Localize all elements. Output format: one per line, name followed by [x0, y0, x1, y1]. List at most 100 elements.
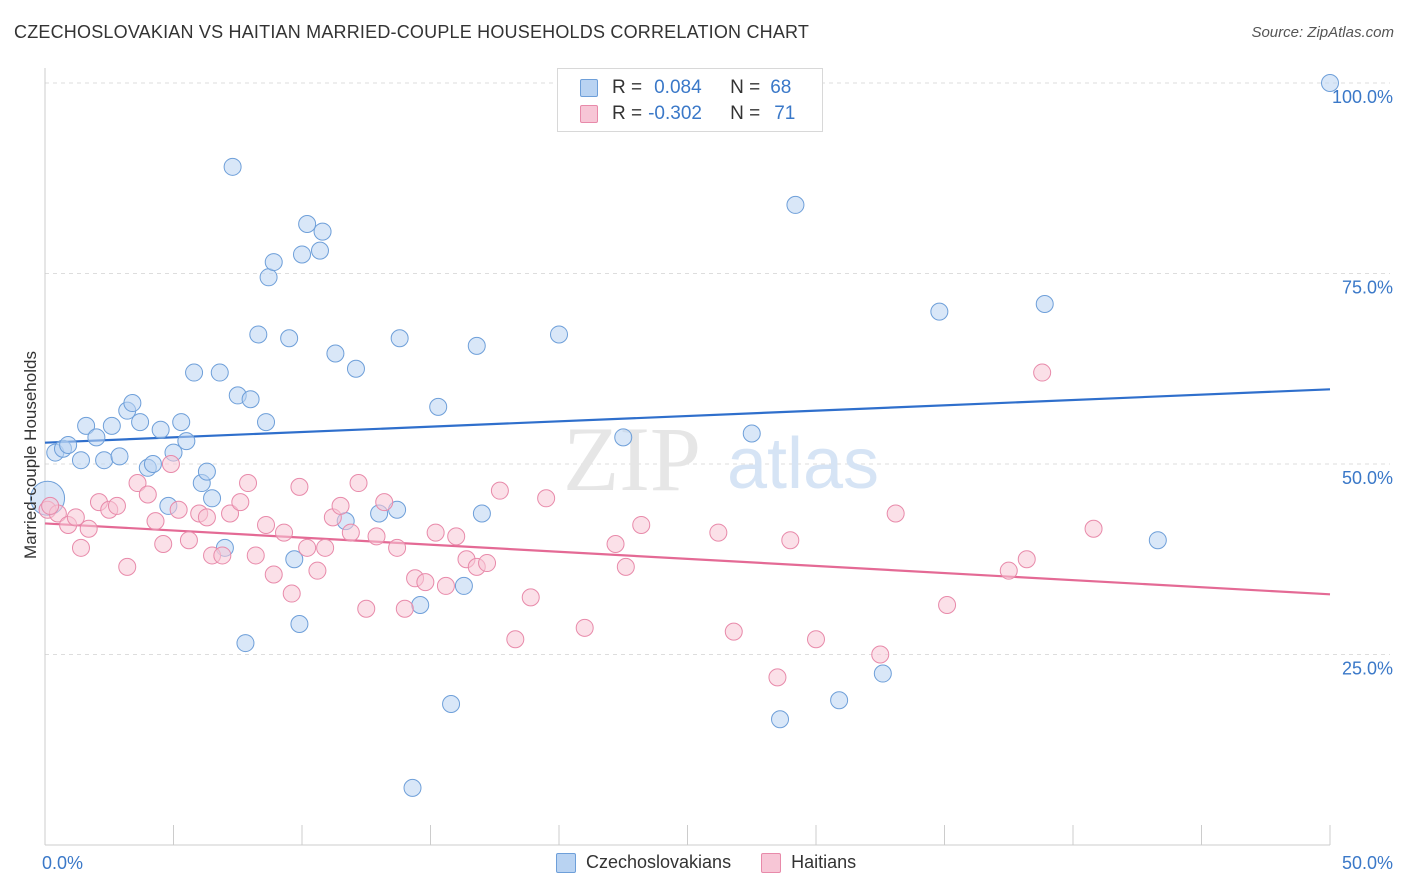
- czechoslovakian-point: [786, 195, 805, 214]
- legend-n-value-1: 68: [770, 77, 792, 98]
- haitian-point: [886, 504, 905, 523]
- watermark-zip: ZIP: [563, 408, 701, 510]
- czechoslovakian-point: [259, 268, 278, 287]
- czechoslovakian-point: [429, 397, 448, 416]
- bottom-legend: Czechoslovakians Haitians: [556, 852, 886, 873]
- haitian-point: [231, 493, 250, 512]
- haitian-point: [375, 493, 394, 512]
- haitian-point: [161, 455, 180, 473]
- czechoslovakian-point: [197, 462, 216, 481]
- haitian-point: [490, 481, 509, 500]
- czechoslovakian-point: [403, 778, 422, 797]
- legend-n-label: N =: [730, 77, 761, 98]
- czechoslovakian-point: [1321, 74, 1339, 92]
- czechoslovakian-point: [472, 504, 491, 523]
- haitian-point: [999, 561, 1018, 580]
- legend-r-label: R =: [612, 103, 643, 124]
- legend-row-haitians: R = -0.302 N = 71: [580, 102, 795, 126]
- haitian-point: [388, 538, 407, 557]
- haitian-point: [616, 557, 635, 576]
- czechoslovakian-trend-line: [44, 388, 1331, 444]
- haitian-point: [521, 588, 540, 607]
- legend-r-value-1: 0.084: [654, 77, 702, 98]
- haitian-point: [367, 527, 386, 546]
- legend-row-czechoslovakians: R = 0.084 N = 68: [580, 76, 791, 100]
- haitian-point: [246, 546, 265, 565]
- haitian-point: [179, 531, 198, 550]
- czechoslovakian-point: [241, 390, 260, 409]
- haitian-trend-line: [44, 522, 1331, 596]
- haitian-point: [447, 527, 466, 546]
- czechoslovakian-point: [1035, 294, 1054, 313]
- legend-r-value-2: -0.302: [648, 103, 702, 124]
- legend-swatch-blue: [580, 79, 598, 97]
- y-tick-label: 25.0%: [1342, 659, 1393, 679]
- haitian-point: [331, 496, 350, 515]
- watermark: ZIP atlas: [563, 408, 879, 510]
- haitian-point: [575, 618, 594, 637]
- czechoslovakian-point: [467, 336, 486, 355]
- grid-layer: [45, 82, 1390, 655]
- x-tick-label: 50.0%: [1342, 853, 1393, 873]
- czechoslovakian-point: [411, 595, 430, 614]
- czechoslovakian-point: [172, 413, 191, 432]
- czechoslovakian-point: [71, 451, 90, 470]
- czechoslovakian-point: [143, 455, 162, 473]
- haitian-point: [709, 523, 728, 542]
- czechoslovakian-point: [930, 302, 949, 321]
- czechoslovakian-point: [454, 576, 473, 595]
- haitian-point: [221, 504, 240, 523]
- czechoslovakian-point: [257, 413, 276, 432]
- haitian-point: [41, 496, 60, 515]
- y-tick-label: 50.0%: [1342, 468, 1393, 488]
- czechoslovakian-point: [771, 710, 790, 729]
- haitian-point: [781, 531, 800, 550]
- haitian-point: [871, 645, 890, 664]
- haitian-point: [197, 508, 216, 527]
- legend-item-haitians: Haitians: [761, 852, 856, 873]
- haitian-point: [395, 599, 414, 618]
- haitian-point: [724, 622, 743, 641]
- haitian-point: [298, 538, 317, 557]
- legend-swatch-blue: [556, 852, 576, 873]
- trend-layer: [44, 388, 1331, 596]
- czechoslovakian-point: [185, 363, 204, 382]
- czechoslovakian-point: [442, 695, 461, 714]
- haitian-point: [768, 668, 787, 687]
- haitian-point: [349, 474, 368, 493]
- czechoslovakian-point: [742, 424, 761, 443]
- legend-label-czechoslovakians: Czechoslovakians: [586, 852, 732, 872]
- czechoslovakian-point: [830, 691, 849, 710]
- czechoslovakian-point: [614, 428, 633, 447]
- haitian-point: [146, 512, 165, 531]
- czechoslovakian-point: [280, 329, 299, 348]
- legend-item-czechoslovakians: Czechoslovakians: [556, 852, 731, 873]
- legend-swatch-pink: [580, 105, 598, 123]
- haitian-point: [1033, 363, 1052, 382]
- points-layer: [30, 74, 1339, 797]
- czechoslovakian-point: [177, 432, 196, 451]
- czechoslovakian-point: [59, 435, 78, 454]
- czechoslovakian-point: [293, 245, 311, 264]
- chart-title: CZECHOSLOVAKIAN VS HAITIAN MARRIED-COUPL…: [14, 22, 810, 42]
- czechoslovakian-point: [210, 363, 229, 382]
- czechoslovakian-point: [1148, 531, 1167, 550]
- czechoslovakian-point: [151, 420, 170, 439]
- haitian-point: [275, 523, 294, 542]
- source-label: Source: ZipAtlas.com: [1251, 24, 1394, 41]
- czechoslovakian-point: [290, 615, 309, 634]
- haitian-point: [138, 485, 157, 504]
- haitian-point: [118, 557, 137, 576]
- haitian-point: [316, 538, 335, 557]
- czechoslovakian-point: [110, 447, 129, 466]
- y-axis-title: Married-couple Households: [21, 351, 40, 559]
- x-tick-label: 0.0%: [42, 853, 83, 873]
- czechoslovakian-point: [313, 222, 332, 241]
- czechoslovakian-point: [236, 634, 255, 653]
- legend-r-label: R =: [612, 77, 643, 98]
- haitian-point: [257, 515, 276, 534]
- haitian-point: [606, 535, 625, 554]
- haitian-point: [506, 630, 525, 649]
- czechoslovakian-point: [298, 214, 317, 233]
